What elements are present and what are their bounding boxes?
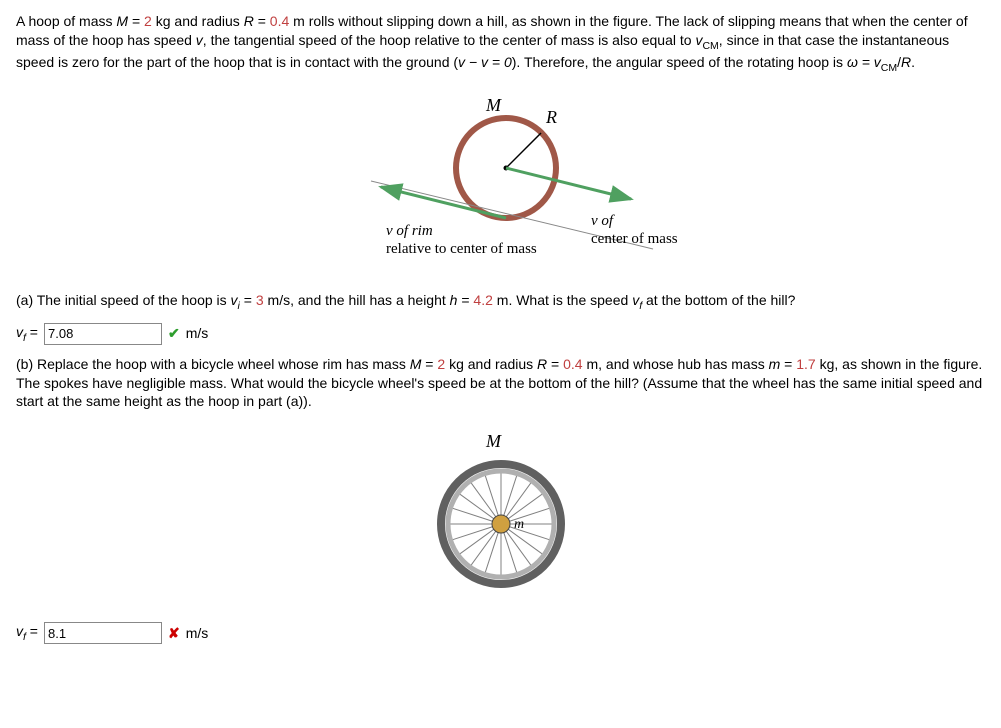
hoop-M-label: M xyxy=(485,95,502,115)
figure-hoop: M R v of rim relative to center of mass … xyxy=(16,93,985,273)
wheel-hub xyxy=(492,515,510,533)
wheel-M-label: M xyxy=(485,431,502,451)
cm-label-1: v of xyxy=(591,213,615,229)
part-b-answer-row: vf = ✘ m/s xyxy=(16,622,985,644)
x-icon: ✘ xyxy=(168,624,180,643)
vf-input-b[interactable] xyxy=(44,622,162,644)
part-b-text: (b) Replace the hoop with a bicycle whee… xyxy=(16,355,985,412)
rim-label-1: v of rim xyxy=(386,223,433,239)
part-a-text: (a) The initial speed of the hoop is vi … xyxy=(16,291,985,313)
unit-a: m/s xyxy=(186,324,209,343)
vf-label-a: vf = xyxy=(16,323,38,345)
cm-velocity-arrow xyxy=(506,168,631,199)
vf-input-a[interactable] xyxy=(44,323,162,345)
radius-line xyxy=(506,133,541,168)
intro-text: A hoop of mass M = 2 kg and radius R = 0… xyxy=(16,12,985,75)
cm-label-2: center of mass xyxy=(591,231,678,247)
part-a-answer-row: vf = ✔ m/s xyxy=(16,323,985,345)
unit-b: m/s xyxy=(186,624,209,643)
hoop-R-label: R xyxy=(545,107,557,127)
rim-label-2: relative to center of mass xyxy=(386,241,537,257)
figure-wheel: M m xyxy=(16,429,985,604)
check-icon: ✔ xyxy=(168,324,180,343)
vf-label-b: vf = xyxy=(16,622,38,644)
rim-velocity-arrow xyxy=(381,187,506,218)
wheel-m-label: m xyxy=(514,517,524,532)
